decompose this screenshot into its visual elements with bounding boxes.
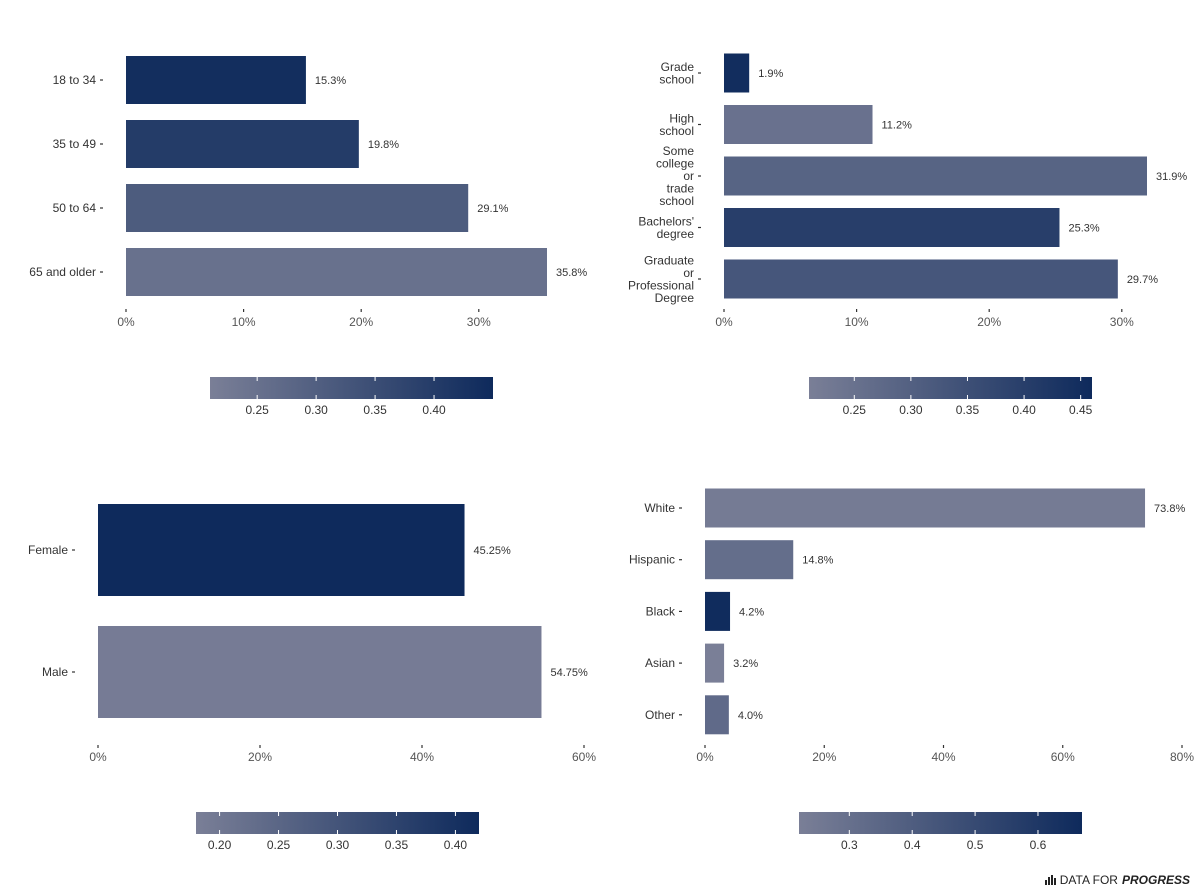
data-for-progress-logo: DATA FOR PROGRESS [1044,873,1190,887]
x-tick-label: 30% [467,315,491,329]
legend-tick-label: 0.40 [444,838,468,852]
bar [705,643,725,683]
chart-panel-1: 18 to 34 15.3% 35 to 49 19.8% 50 to 64 29.1% 6… [29,56,587,417]
x-tick-label: 60% [1051,750,1075,764]
category-label: Grade school [659,60,694,87]
bar [126,56,306,104]
bar [705,591,731,631]
bar [705,540,794,580]
category-label: Male [42,665,68,679]
bar [724,208,1060,247]
x-tick-label: 20% [812,750,836,764]
bar [705,695,729,735]
x-tick-label: 10% [232,315,256,329]
x-tick-label: 0% [117,315,135,329]
x-tick-label: 0% [89,750,107,764]
value-label: 29.1% [477,203,508,215]
category-label: Some college or trade school [656,144,694,208]
legend-tick-label: 0.45 [1069,403,1093,417]
bar [724,105,873,144]
chart-panel-3: Female 45.25% Male 54.75% 0% 20% 40% 60% 0.20 0.2… [28,504,596,852]
value-label: 35.8% [556,267,587,279]
category-label: High school [659,111,694,138]
x-tick-label: 10% [845,315,869,329]
bar [126,184,469,232]
bar [126,248,547,296]
x-tick-label: 40% [410,750,434,764]
value-label: 4.2% [739,606,764,618]
legend-tick-label: 0.20 [208,838,232,852]
value-label: 3.2% [733,658,758,670]
legend-tick-label: 0.30 [899,403,923,417]
bar [724,53,750,93]
legend-tick-label: 0.25 [245,403,269,417]
bar [98,626,542,718]
value-label: 45.25% [474,545,512,557]
category-label: 50 to 64 [53,201,97,215]
category-label: Other [645,708,675,722]
value-label: 73.8% [1154,503,1185,515]
x-tick-label: 0% [715,315,733,329]
legend-tick-label: 0.35 [363,403,387,417]
color-legend-bar [196,812,479,834]
color-legend-bar [799,812,1082,834]
legend-tick-label: 0.5 [967,838,984,852]
x-tick-label: 20% [248,750,272,764]
value-label: 19.8% [368,139,399,151]
legend-tick-label: 0.40 [422,403,446,417]
value-label: 11.2% [882,120,913,132]
bar [98,504,465,596]
legend-tick-label: 0.30 [304,403,328,417]
x-tick-label: 60% [572,750,596,764]
bar [724,156,1147,196]
category-label: Asian [645,656,675,670]
bar [705,488,1146,528]
x-tick-label: 20% [349,315,373,329]
x-tick-label: 30% [1110,315,1134,329]
legend-tick-label: 0.30 [326,838,350,852]
bar-chart-icon [1044,875,1056,885]
chart-panel-4: White 73.8% Hispanic 14.8% Black 4.2% Asian 3.2… [629,488,1194,852]
value-label: 14.8% [802,555,833,567]
legend-tick-label: 0.25 [267,838,291,852]
legend-tick-label: 0.25 [843,403,867,417]
x-tick-label: 40% [931,750,955,764]
legend-tick-label: 0.4 [904,838,921,852]
category-label: Bachelors' degree [638,214,694,241]
color-legend-bar [210,377,493,399]
bar [724,259,1118,299]
legend-tick-label: 0.6 [1030,838,1047,852]
value-label: 4.0% [738,710,763,722]
category-label: Female [28,543,68,557]
category-label: 35 to 49 [53,137,97,151]
value-label: 25.3% [1068,223,1099,235]
value-label: 31.9% [1156,171,1187,183]
x-tick-label: 0% [696,750,714,764]
value-label: 1.9% [758,68,783,80]
legend-tick-label: 0.3 [841,838,858,852]
legend-tick-label: 0.35 [385,838,409,852]
category-label: Graduate or Professional Degree [628,253,694,305]
category-label: Black [646,604,676,618]
category-label: Hispanic [629,553,675,567]
value-label: 29.7% [1127,274,1158,286]
chart-panel-2: Grade school 1.9% High school 11.2% Some colleg… [628,53,1187,417]
color-legend-bar [809,377,1092,399]
legend-tick-label: 0.35 [956,403,980,417]
logo-brand: PROGRESS [1121,873,1190,887]
x-tick-label: 20% [977,315,1001,329]
value-label: 54.75% [550,667,588,679]
value-label: 15.3% [315,75,346,87]
bar [126,120,359,168]
x-tick-label: 80% [1170,750,1194,764]
category-label: 65 and older [29,265,96,279]
legend-tick-label: 0.40 [1012,403,1036,417]
logo-prefix: DATA FOR [1059,873,1118,887]
category-label: White [644,501,675,515]
category-label: 18 to 34 [53,73,97,87]
